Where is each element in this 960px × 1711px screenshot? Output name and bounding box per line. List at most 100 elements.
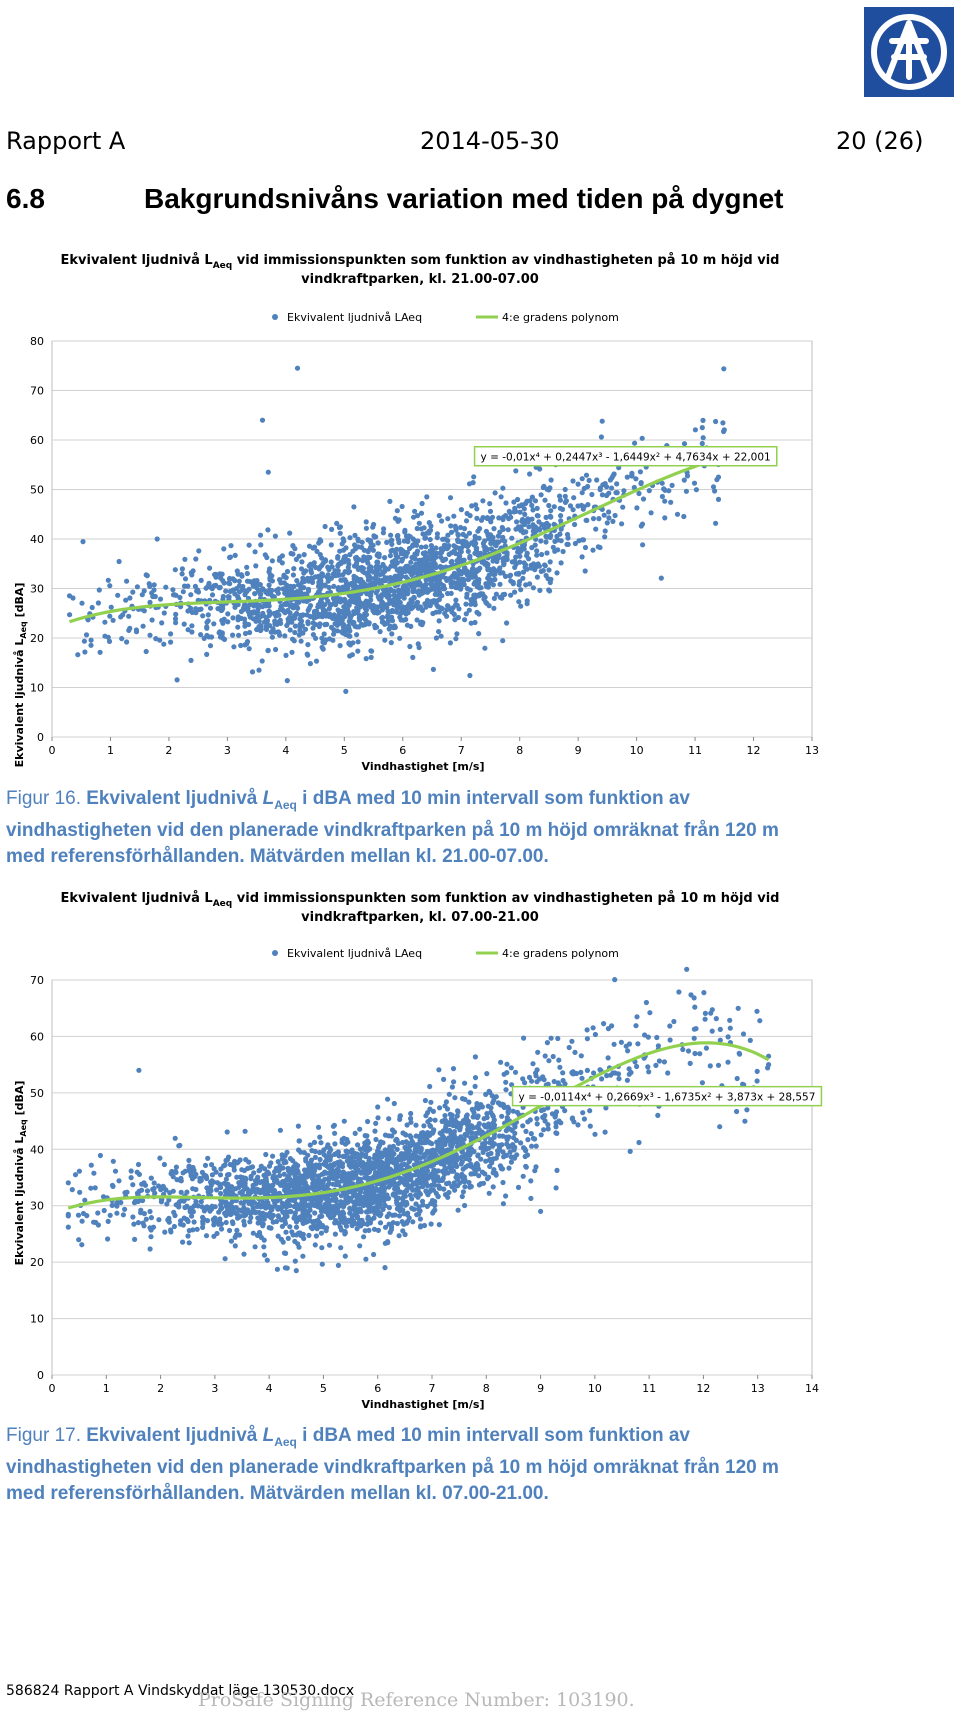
scatter-point [432,1182,438,1188]
scatter-point [127,595,133,601]
scatter-point [290,572,296,578]
scatter-point [241,1213,247,1219]
scatter-point [504,620,510,626]
scatter-point [522,511,528,517]
scatter-point [550,544,556,550]
scatter-point [713,520,719,526]
scatter-point [511,589,518,595]
scatter-point [337,530,343,536]
scatter-point [452,1095,458,1101]
scatter-point [489,1112,496,1118]
caption-line2: vindhastigheten vid den planerade vindkr… [6,819,779,841]
scatter-point [396,587,402,593]
scatter-point [89,604,95,611]
scatter-point [491,1167,497,1173]
scatter-point [281,1160,287,1166]
scatter-point [275,590,281,596]
scatter-point [570,478,576,484]
scatter-point [327,1198,333,1204]
scatter-point [400,1207,406,1213]
scatter-point [345,623,352,629]
scatter-point [261,1189,267,1195]
scatter-point [148,1175,154,1181]
scatter-point [232,578,238,584]
scatter-point [69,1187,75,1193]
scatter-point [275,1233,281,1239]
trend-line [69,455,725,624]
scatter-point [446,1138,452,1144]
scatter-point [404,622,410,628]
scatter-point [707,1063,713,1069]
scatter-point [592,1031,599,1038]
scatter-point [497,1163,503,1169]
scatter-point [382,568,388,574]
x-tick-label: 12 [696,1382,710,1395]
legend-trend-label: 4:e gradens polynom [502,947,619,960]
scatter-point [109,1202,115,1208]
scatter-point [185,608,191,614]
scatter-point [131,1221,137,1227]
scatter-point [161,641,167,647]
x-tick-label: 9 [575,744,582,757]
scatter-point [343,1223,350,1229]
scatter-point [227,554,233,560]
scatter-point [532,1168,538,1174]
scatter-point [147,1246,153,1252]
scatter-point [136,1171,142,1177]
scatter-point [575,481,581,487]
scatter-point [685,1048,692,1054]
scatter-point [242,1182,248,1189]
scatter-point [257,1179,263,1185]
scatter-point [182,556,188,562]
legend: Ekvivalent ljudnivå LAeq 4:e gradens pol… [272,947,619,960]
scatter-point [645,1034,651,1040]
scatter-point [147,632,153,638]
scatter-point [458,507,464,513]
scatter-point [392,515,398,521]
scatter-point [511,1154,517,1160]
scatter-point [416,1211,422,1217]
scatter-point [468,1123,474,1129]
scatter-point [143,648,149,655]
scatter-point [382,637,388,643]
caption-line2: vindhastigheten vid den planerade vindkr… [6,1456,779,1478]
scatter-point [364,591,370,597]
scatter-point [451,611,457,617]
scatter-point [341,608,347,614]
scatter-point [220,593,226,600]
scatter-point [368,654,374,660]
scatter-point [447,1111,453,1117]
scatter-point [220,1199,226,1205]
scatter-point [485,561,491,567]
y-tick-label: 30 [30,1200,44,1213]
scatter-point [346,569,353,575]
x-tick-label: 10 [630,744,644,757]
scatter-point [427,1123,434,1129]
scatter-point [416,520,422,526]
scatter-point [353,597,359,603]
scatter-point [204,1218,211,1224]
scatter-point [283,652,289,658]
scatter-point [669,482,675,488]
scatter-point [430,1147,436,1153]
scatter-point [740,1031,747,1037]
scatter-point [338,559,344,565]
scatter-point [258,623,264,629]
scatter-point [593,526,599,532]
scatter-point [332,1130,338,1136]
scatter-point [432,1117,438,1123]
scatter-point [284,582,290,588]
scatter-point [300,1210,306,1216]
scatter-point [409,1205,415,1211]
scatter-point [345,1171,351,1177]
scatter-point [511,509,517,515]
scatter-point [486,1088,492,1094]
scatter-point [365,1220,372,1226]
scatter-point [618,1039,625,1045]
scatter-point [575,1122,581,1128]
scatter-point [382,1161,388,1167]
scatter-point [424,494,430,500]
scatter-point [357,1243,363,1249]
scatter-point [226,576,233,582]
x-tick-label: 1 [107,744,114,757]
